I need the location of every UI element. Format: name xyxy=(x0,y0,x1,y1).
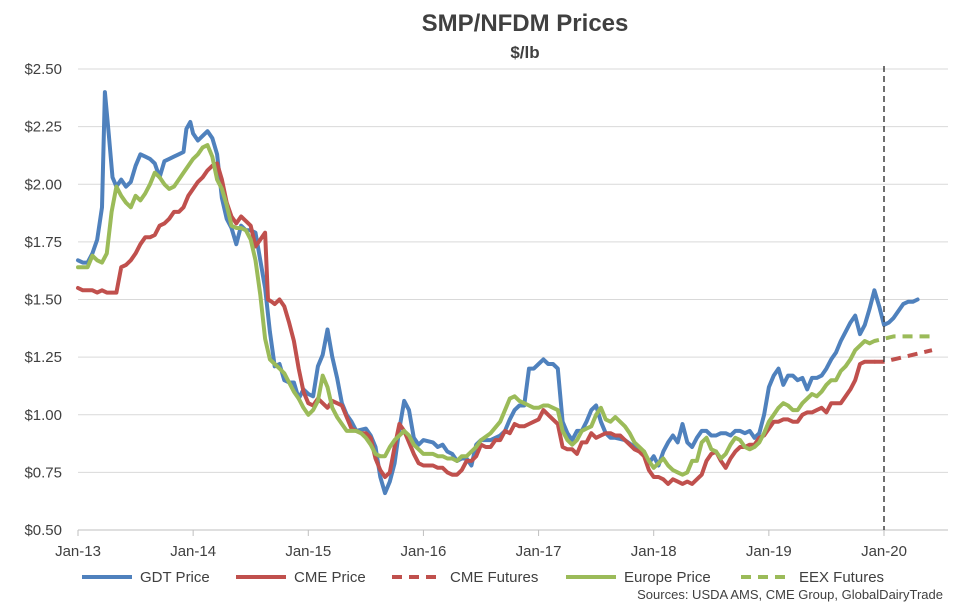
y-tick-label: $1.75 xyxy=(24,234,62,251)
gridlines xyxy=(78,68,948,531)
source-note: Sources: USDA AMS, CME Group, GlobalDair… xyxy=(637,587,943,602)
y-tick-label: $1.50 xyxy=(24,292,62,309)
legend-label-europe-price: Europe Price xyxy=(624,569,711,586)
x-tick-label: Jan-14 xyxy=(170,543,216,560)
y-tick-label: $2.50 xyxy=(24,61,62,78)
x-tick-label: Jan-16 xyxy=(400,543,446,560)
y-tick-label: $1.25 xyxy=(24,349,62,366)
plot-area xyxy=(76,90,933,496)
series-line-europe-price xyxy=(76,143,872,477)
legend-label-cme-price: CME Price xyxy=(294,569,366,586)
y-tick-label: $0.50 xyxy=(24,522,62,539)
legend-label-gdt-price: GDT Price xyxy=(140,569,210,586)
y-axis: $0.50 $0.75 $1.00 $1.25 $1.50 $1.75 $2.00 $2.25… xyxy=(24,61,62,539)
x-tick-label: Jan-17 xyxy=(516,543,562,560)
x-tick-label: Jan-15 xyxy=(285,543,331,560)
chart-subtitle: $/lb xyxy=(510,43,539,62)
y-tick-label: $0.75 xyxy=(24,464,62,481)
x-tick-label: Jan-19 xyxy=(746,543,792,560)
x-axis: Jan-13 Jan-14 Jan-15 Jan-16 Jan-17 Jan-18 Jan-… xyxy=(55,529,948,560)
y-tick-label: $2.00 xyxy=(24,176,62,193)
series-line-gdt-price xyxy=(76,90,920,496)
series-line-cme-price xyxy=(76,161,877,486)
y-tick-label: $2.25 xyxy=(24,119,62,136)
series-line-cme-futures xyxy=(874,348,933,364)
chart-title: SMP/NFDM Prices xyxy=(422,10,629,37)
y-tick-label: $1.00 xyxy=(24,407,62,424)
x-tick-label: Jan-18 xyxy=(631,543,677,560)
legend-label-eex-futures: EEX Futures xyxy=(799,569,884,586)
x-tick-label: Jan-13 xyxy=(55,543,101,560)
legend-label-cme-futures: CME Futures xyxy=(450,569,538,586)
legend: GDT Price CME Price CME Futures Europe Pric… xyxy=(82,569,884,586)
x-tick-label: Jan-20 xyxy=(861,543,907,560)
series-line-eex-futures xyxy=(868,334,932,346)
